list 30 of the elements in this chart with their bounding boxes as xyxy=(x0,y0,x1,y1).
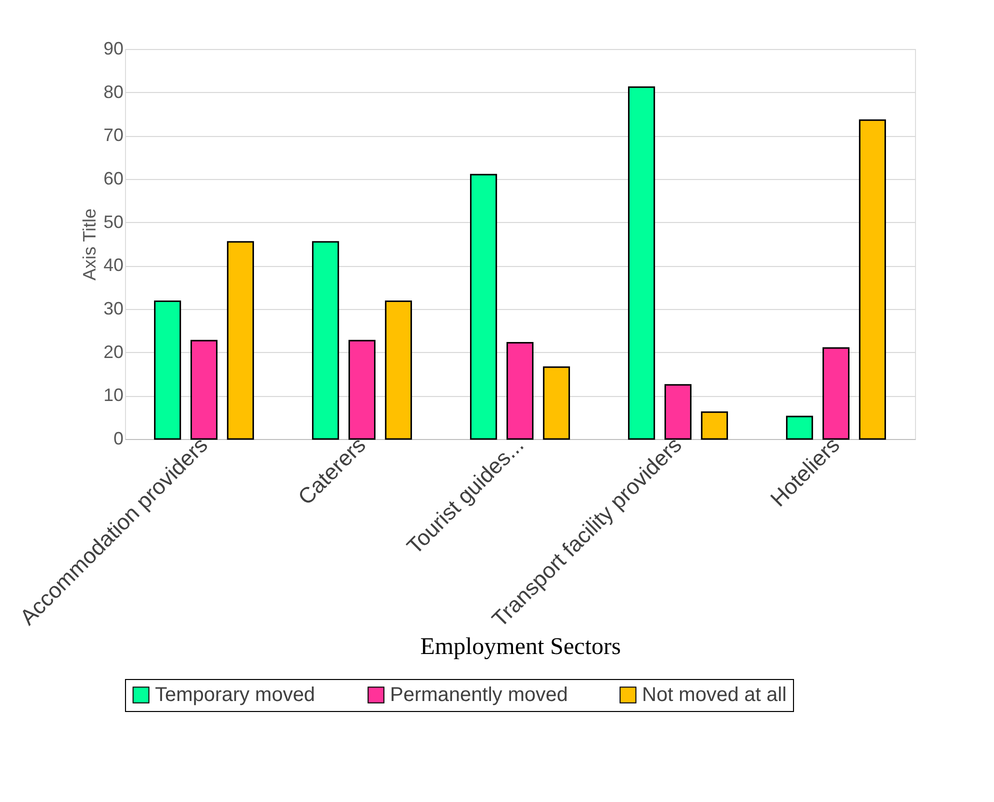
legend-label: Not moved at all xyxy=(642,684,787,706)
bar xyxy=(628,86,656,440)
y-tick-label: 90 xyxy=(103,38,124,58)
y-tick-label: 50 xyxy=(103,212,124,232)
bar xyxy=(312,241,340,440)
legend-label: Temporary moved xyxy=(155,684,316,706)
y-tick-label: 0 xyxy=(113,428,124,448)
bar xyxy=(822,347,850,440)
y-tick-label: 70 xyxy=(103,125,124,146)
bar xyxy=(154,300,182,440)
bar xyxy=(506,342,534,440)
y-axis-title: Axis Title xyxy=(79,208,100,281)
bar xyxy=(858,119,886,440)
y-tick-label: 20 xyxy=(103,342,124,362)
bar xyxy=(700,411,728,440)
bar xyxy=(190,340,218,440)
legend-label: Permanently moved xyxy=(390,684,568,706)
bar xyxy=(664,384,692,440)
y-tick-label: 60 xyxy=(103,168,124,188)
bar xyxy=(384,300,412,440)
x-axis-title: Employment Sectors xyxy=(420,634,621,660)
y-tick-label: 10 xyxy=(103,385,124,406)
bar xyxy=(786,416,814,440)
bar xyxy=(542,366,570,440)
y-tick-label: 80 xyxy=(103,82,124,102)
y-tick-label: 30 xyxy=(103,298,124,318)
bar xyxy=(226,241,254,440)
y-tick-label: 40 xyxy=(103,255,124,276)
bar xyxy=(470,174,498,440)
bar xyxy=(348,340,376,440)
